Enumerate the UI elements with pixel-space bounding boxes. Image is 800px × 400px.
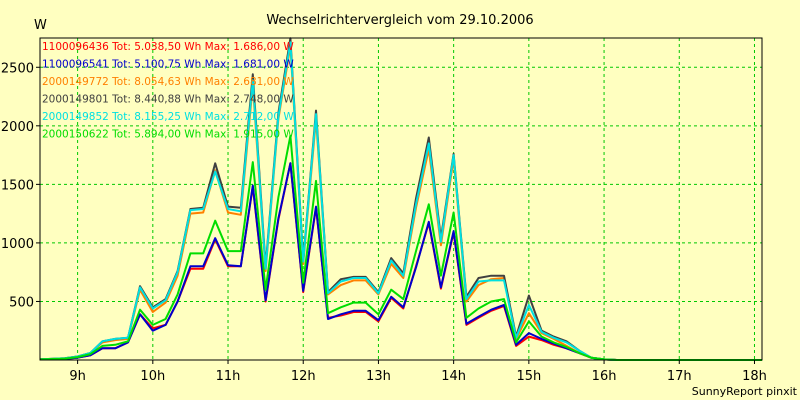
legend-entry-2000149801: 2000149801 Tot: 8.440,88 Wh Max: 2.748,0… [42, 94, 294, 106]
x-tick-label: 11h [216, 369, 241, 384]
x-tick-label: 12h [291, 369, 316, 384]
x-axis-ticks: 9h 10h 11h 12h 13h 14h 15h 16h 17h 18h [69, 360, 767, 384]
x-tick-label: 13h [366, 369, 391, 384]
x-tick-label: 18h [742, 369, 767, 384]
footer-credit: SunnyReport pinxit [692, 385, 798, 398]
legend-entry-1100096436: 1100096436 Tot: 5.038,50 Wh Max: 1.686,0… [42, 41, 294, 53]
y-tick-label: 2500 [1, 61, 34, 76]
legend-entry-2000149852: 2000149852 Tot: 8.155,25 Wh Max: 2.712,0… [42, 111, 294, 123]
x-tick-label: 9h [69, 369, 86, 384]
legend-entry-2000150622: 2000150622 Tot: 5.894,00 Wh Max: 1.915,0… [42, 129, 294, 141]
x-tick-label: 16h [592, 369, 617, 384]
x-tick-label: 10h [140, 369, 165, 384]
y-tick-label: 1500 [1, 178, 34, 193]
legend-entry-2000149772: 2000149772 Tot: 8.054,63 Wh Max: 2.681,0… [42, 76, 294, 88]
y-tick-label: 1000 [1, 237, 34, 252]
legend-entry-1100096541: 1100096541 Tot: 5.100,75 Wh Max: 1.681,0… [42, 59, 294, 71]
x-tick-label: 15h [516, 369, 541, 384]
y-tick-label: 500 [9, 295, 34, 310]
legend: 1100096436 Tot: 5.038,50 Wh Max: 1.686,0… [42, 41, 294, 141]
y-tick-label: 2000 [1, 120, 34, 135]
x-tick-label: 17h [667, 369, 692, 384]
plot-frame [39, 37, 763, 361]
x-tick-label: 14h [441, 369, 466, 384]
chart-title: Wechselrichtervergleich vom 29.10.2006 [266, 13, 533, 28]
y-axis-label: W [34, 18, 47, 33]
y-axis-ticks: 500 1000 1500 2000 2500 [1, 61, 40, 310]
